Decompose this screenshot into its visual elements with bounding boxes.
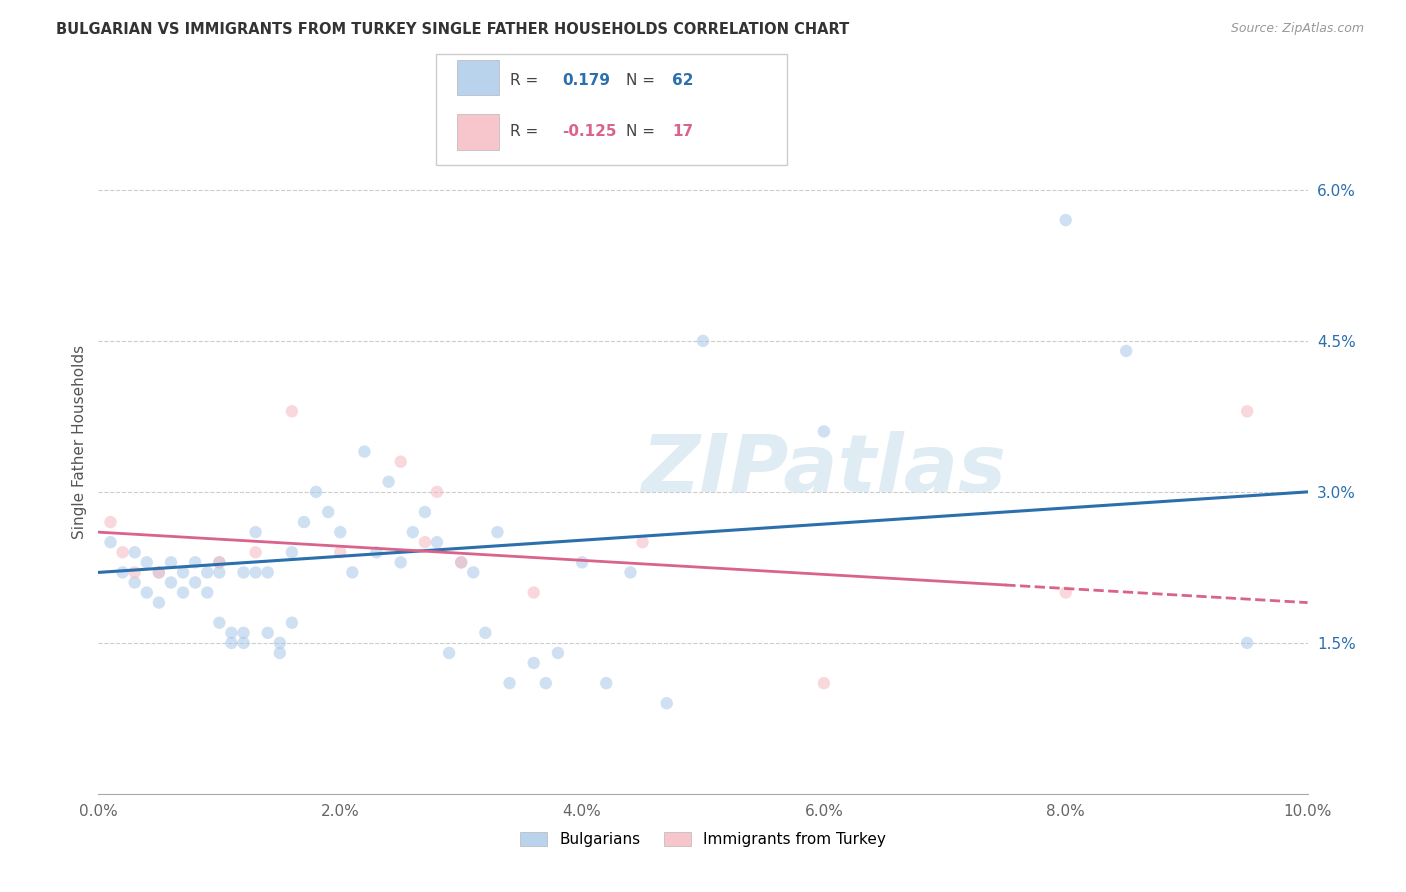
Point: [1054, 213, 1077, 227]
Point: [305, 484, 328, 499]
Point: [547, 646, 569, 660]
Point: [100, 535, 122, 549]
Point: [245, 545, 267, 559]
Point: [148, 596, 170, 610]
Y-axis label: Single Father Households: Single Father Households: [72, 344, 87, 539]
Point: [486, 525, 509, 540]
Point: [111, 545, 134, 559]
Point: [135, 555, 157, 569]
Point: [292, 515, 315, 529]
Point: [413, 535, 436, 549]
Point: [534, 676, 557, 690]
Point: [463, 566, 485, 580]
Point: [256, 625, 278, 640]
Point: [595, 676, 617, 690]
Point: [221, 625, 243, 640]
Point: [232, 625, 254, 640]
Point: [184, 575, 207, 590]
Point: [1115, 343, 1137, 358]
Point: [269, 646, 291, 660]
Point: [100, 515, 122, 529]
Point: [426, 535, 449, 549]
Point: [655, 696, 678, 710]
Point: [195, 585, 218, 599]
Point: [377, 475, 399, 489]
Point: [160, 575, 183, 590]
Point: [402, 525, 425, 540]
Point: [135, 585, 157, 599]
Text: 17: 17: [672, 124, 693, 138]
Point: [232, 566, 254, 580]
Text: ZIPatlas: ZIPatlas: [641, 431, 1007, 508]
Text: 0.179: 0.179: [562, 73, 610, 87]
Point: [245, 566, 267, 580]
Point: [172, 585, 194, 599]
Point: [813, 676, 835, 690]
Point: [329, 545, 352, 559]
Point: [208, 615, 231, 630]
Point: [124, 575, 146, 590]
Point: [523, 585, 546, 599]
Point: [329, 525, 352, 540]
Point: [813, 425, 835, 439]
Legend: Bulgarians, Immigrants from Turkey: Bulgarians, Immigrants from Turkey: [513, 825, 893, 853]
Point: [269, 636, 291, 650]
Point: [281, 615, 304, 630]
Point: [571, 555, 593, 569]
Point: [450, 555, 472, 569]
Point: [124, 545, 146, 559]
Point: [631, 535, 654, 549]
Point: [111, 566, 134, 580]
Point: [437, 646, 460, 660]
Point: [342, 566, 364, 580]
Point: [426, 484, 449, 499]
Point: [148, 566, 170, 580]
Point: [281, 545, 304, 559]
Point: [160, 555, 183, 569]
Text: -0.125: -0.125: [562, 124, 617, 138]
Point: [474, 625, 496, 640]
Point: [184, 555, 207, 569]
Point: [450, 555, 472, 569]
Text: R =: R =: [510, 73, 544, 87]
Point: [148, 566, 170, 580]
Text: N =: N =: [626, 124, 659, 138]
Point: [389, 455, 412, 469]
Point: [353, 444, 375, 458]
Point: [1236, 404, 1258, 418]
Point: [124, 566, 146, 580]
Point: [413, 505, 436, 519]
Text: N =: N =: [626, 73, 659, 87]
Point: [389, 555, 412, 569]
Point: [232, 636, 254, 650]
Point: [208, 555, 231, 569]
Point: [1054, 585, 1077, 599]
Text: 62: 62: [672, 73, 693, 87]
Point: [221, 636, 243, 650]
Point: [208, 566, 231, 580]
Point: [245, 525, 267, 540]
Point: [281, 404, 304, 418]
Point: [498, 676, 520, 690]
Point: [692, 334, 714, 348]
Point: [316, 505, 339, 519]
Point: [195, 566, 218, 580]
Text: R =: R =: [510, 124, 544, 138]
Point: [208, 555, 231, 569]
Text: BULGARIAN VS IMMIGRANTS FROM TURKEY SINGLE FATHER HOUSEHOLDS CORRELATION CHART: BULGARIAN VS IMMIGRANTS FROM TURKEY SING…: [56, 22, 849, 37]
Point: [1236, 636, 1258, 650]
Point: [366, 545, 388, 559]
Point: [172, 566, 194, 580]
Point: [619, 566, 641, 580]
Text: Source: ZipAtlas.com: Source: ZipAtlas.com: [1230, 22, 1364, 36]
Point: [523, 656, 546, 670]
Point: [256, 566, 278, 580]
